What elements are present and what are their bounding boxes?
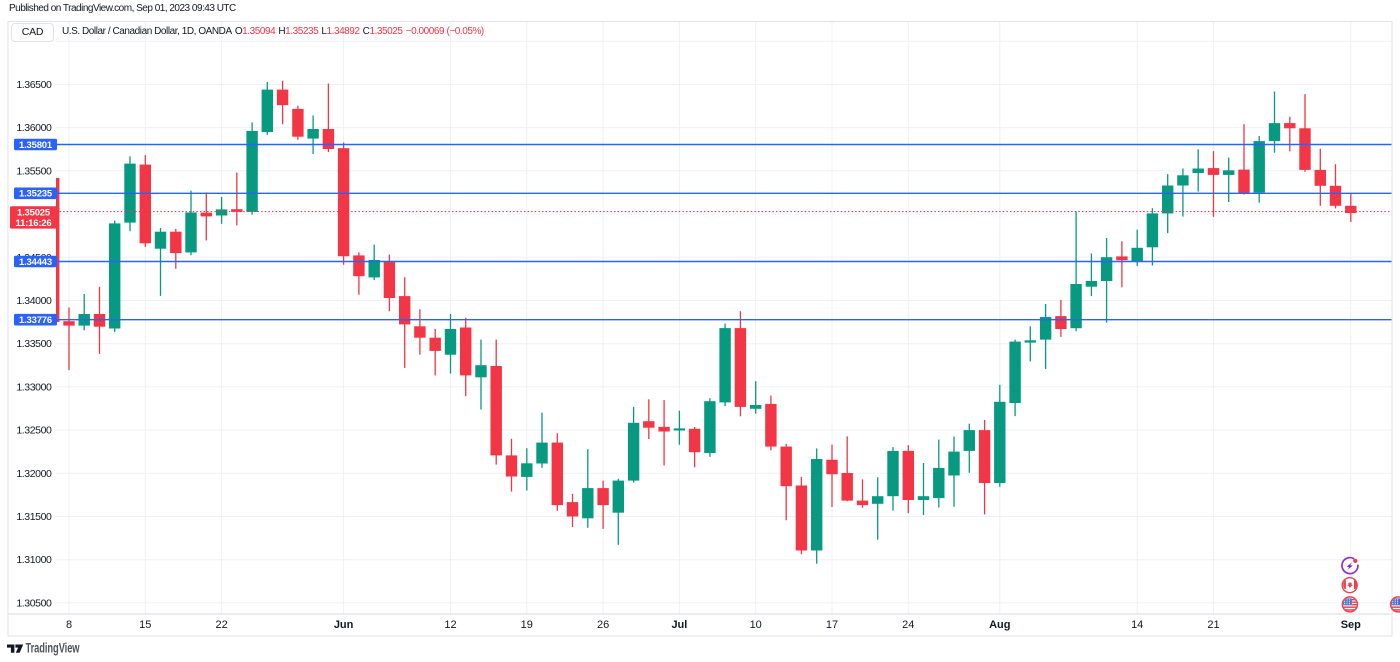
- svg-text:Aug: Aug: [989, 619, 1010, 631]
- svg-text:14: 14: [1131, 619, 1143, 631]
- svg-text:12: 12: [444, 619, 456, 631]
- svg-text:1.31500: 1.31500: [16, 511, 52, 523]
- svg-text:26: 26: [597, 619, 609, 631]
- svg-text:1.35235: 1.35235: [19, 189, 53, 200]
- svg-text:10: 10: [750, 619, 762, 631]
- svg-text:1.36500: 1.36500: [16, 79, 52, 91]
- svg-text:Jun: Jun: [334, 619, 354, 631]
- svg-text:19: 19: [521, 619, 533, 631]
- svg-text:24: 24: [902, 619, 914, 631]
- svg-text:1.33500: 1.33500: [16, 338, 52, 350]
- svg-text:Jul: Jul: [671, 619, 687, 631]
- svg-text:1.35500: 1.35500: [16, 165, 52, 177]
- svg-text:21: 21: [1207, 619, 1219, 631]
- svg-text:1.32000: 1.32000: [16, 468, 52, 480]
- svg-text:1.34443: 1.34443: [19, 257, 52, 268]
- svg-text:1.33776: 1.33776: [19, 315, 52, 326]
- svg-text:1.36000: 1.36000: [16, 122, 52, 134]
- svg-text:Sep: Sep: [1341, 619, 1361, 631]
- svg-text:1.31000: 1.31000: [16, 554, 52, 566]
- svg-text:22: 22: [215, 619, 227, 631]
- svg-text:1.35801: 1.35801: [19, 140, 53, 151]
- svg-text:1.34000: 1.34000: [16, 295, 52, 307]
- svg-text:15: 15: [139, 619, 151, 631]
- svg-text:11:16:26: 11:16:26: [16, 218, 52, 229]
- svg-text:1.33000: 1.33000: [16, 381, 52, 393]
- svg-text:1.30500: 1.30500: [16, 597, 52, 609]
- svg-text:8: 8: [66, 619, 72, 631]
- svg-text:TradingView: TradingView: [26, 641, 80, 656]
- svg-text:1.35025: 1.35025: [17, 207, 51, 218]
- svg-text:1.32500: 1.32500: [16, 425, 52, 437]
- svg-text:17: 17: [826, 619, 838, 631]
